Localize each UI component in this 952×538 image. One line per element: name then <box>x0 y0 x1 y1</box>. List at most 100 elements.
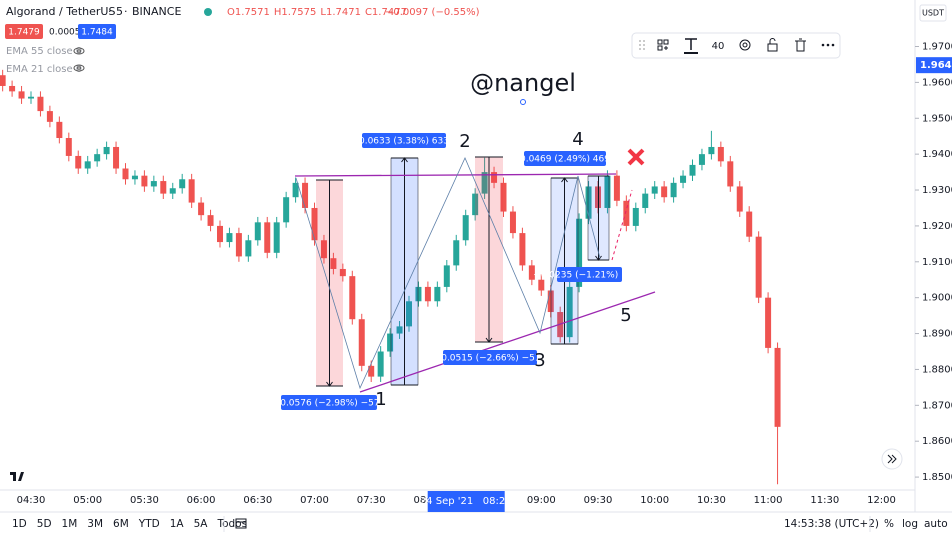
x-tick-label: 04:30 <box>17 495 46 506</box>
candle-body <box>311 207 318 241</box>
axis-option[interactable]: log <box>902 518 918 530</box>
candle-body <box>406 301 412 327</box>
ohlc-value: C1.7477 <box>365 7 407 18</box>
y-tick-label: 1.9300 <box>922 185 952 196</box>
candle-body <box>509 211 516 234</box>
separator: · <box>108 5 112 18</box>
candle-body <box>245 240 252 257</box>
wave-label: 4 <box>572 129 583 150</box>
candle-body <box>339 268 346 277</box>
y-tick-label: 1.9000 <box>922 293 952 304</box>
y-tick-label: 1.9400 <box>922 149 952 160</box>
x-tick-label: 07:30 <box>357 495 386 506</box>
axis-option[interactable]: auto <box>924 518 948 530</box>
candle-body <box>94 154 101 162</box>
candle-body <box>680 175 687 183</box>
candle-body <box>283 197 290 223</box>
y-tick-label: 1.8600 <box>922 436 952 447</box>
wave-label: 2 <box>459 131 470 152</box>
candle-body <box>103 146 110 155</box>
candle-body <box>613 175 620 201</box>
x-tick-label: 10:00 <box>640 495 669 506</box>
candle-body <box>9 85 16 92</box>
measure-label-box <box>557 267 622 282</box>
icon[interactable] <box>657 39 669 51</box>
drawing-toolbar: 40 <box>631 32 841 59</box>
candle-body <box>765 297 772 348</box>
candle-body <box>717 146 724 162</box>
candle-body <box>179 179 186 189</box>
currency-box[interactable] <box>919 4 947 22</box>
candle-body <box>585 186 592 219</box>
x-tick-label: 05:00 <box>73 495 102 506</box>
candle-body <box>113 146 120 169</box>
axis-option[interactable]: % <box>884 518 894 530</box>
range-button[interactable]: 3M <box>87 518 103 530</box>
x-tick-label: 06:00 <box>187 495 216 506</box>
x-tick-label: 09:30 <box>584 495 613 506</box>
candle-body <box>755 236 762 298</box>
ohlc-value: H1.7575 <box>274 7 317 18</box>
candle-body <box>774 347 781 427</box>
bid-box[interactable] <box>5 24 43 39</box>
candle-body <box>566 286 573 338</box>
range-button[interactable]: 6M <box>113 518 129 530</box>
measure-label-box <box>524 151 606 166</box>
anchor <box>520 99 526 105</box>
ask[interactable]: 1.7484 <box>81 28 113 38</box>
candle-body <box>424 286 431 302</box>
range-button[interactable]: YTD <box>138 518 160 530</box>
eye-icon[interactable] <box>73 47 85 72</box>
candle-body <box>642 193 649 208</box>
more-icon[interactable] <box>821 43 835 47</box>
candle-body <box>528 265 535 280</box>
measure-label: 0.0633 (3.38%) 633 <box>359 137 449 147</box>
range-button[interactable]: 1A <box>170 518 185 530</box>
measure-label: 0.0469 (2.49%) 469 <box>520 155 610 165</box>
range-button[interactable]: 1D <box>12 518 27 530</box>
candle-body <box>28 96 34 99</box>
range-button[interactable]: 1M <box>62 518 78 530</box>
range-button[interactable]: 5A <box>194 518 209 530</box>
indicator: EMA 55 close 0 <box>6 46 82 57</box>
candle-body <box>661 186 668 198</box>
wave-label: 3 <box>534 350 545 371</box>
text-icon[interactable] <box>684 38 698 54</box>
y-tick-label: 1.9700 <box>922 42 952 53</box>
candle-body <box>481 172 488 194</box>
y-tick-label: 1.9600 <box>922 77 952 88</box>
drawings: 0.0633 (3.38%) 633 −0.0576 (−2.98%) −576 −… <box>273 69 656 410</box>
candle-body <box>188 179 195 203</box>
range-button[interactable]: 5D <box>37 518 52 530</box>
candle-body <box>217 225 223 243</box>
candle-body <box>46 111 53 122</box>
delete-icon[interactable] <box>795 38 806 52</box>
candle-body <box>462 215 469 241</box>
calendar-icon[interactable] <box>235 518 247 529</box>
spread: 0.0005 <box>49 28 81 38</box>
candle-body <box>273 222 280 253</box>
candle-body <box>169 188 176 194</box>
ask-box[interactable] <box>78 24 116 39</box>
symbol: Algorand / TetherUS <box>6 5 115 18</box>
x-tick-label: 12:00 <box>867 495 896 506</box>
font-size[interactable]: 40 <box>712 41 725 52</box>
wave-label: 5 <box>620 305 631 326</box>
candle-body <box>37 96 44 112</box>
ohlc: O1.7571 H1.7575 L1.7471 C1.7477 <box>227 7 407 18</box>
candle-body <box>698 154 705 165</box>
currency[interactable]: USDT <box>922 9 944 18</box>
scroll-icon[interactable] <box>887 454 897 464</box>
trend-line <box>359 291 656 393</box>
lock-icon[interactable] <box>767 38 778 52</box>
candle-body <box>415 286 422 302</box>
plot-area <box>0 69 781 485</box>
candle-body <box>198 202 205 216</box>
bid[interactable]: 1.7479 <box>8 28 40 38</box>
settings-icon[interactable] <box>739 39 751 51</box>
interval: 5 <box>116 5 123 18</box>
candle-body <box>264 222 271 253</box>
x-tick-label: 11:30 <box>810 495 839 506</box>
